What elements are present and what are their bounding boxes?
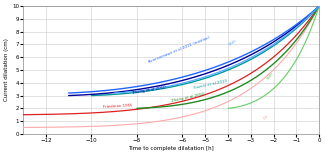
Text: Aconsomawe et al 2011 (median): Aconsomawe et al 2011 (median) bbox=[148, 35, 211, 64]
Text: 95th: 95th bbox=[228, 39, 238, 47]
Text: Zhang et al 2010: Zhang et al 2010 bbox=[132, 85, 166, 95]
Text: 95th: 95th bbox=[267, 71, 275, 80]
Text: 5th: 5th bbox=[262, 114, 269, 121]
Text: Friedman 1955: Friedman 1955 bbox=[103, 103, 132, 109]
X-axis label: Time to complete dilatation [h]: Time to complete dilatation [h] bbox=[128, 146, 214, 151]
Text: Zhang et al 2010: Zhang et al 2010 bbox=[171, 92, 205, 103]
Y-axis label: Current dilatation (cm): Current dilatation (cm) bbox=[4, 39, 9, 102]
Text: Suzuki et al 2010: Suzuki et al 2010 bbox=[194, 80, 228, 91]
